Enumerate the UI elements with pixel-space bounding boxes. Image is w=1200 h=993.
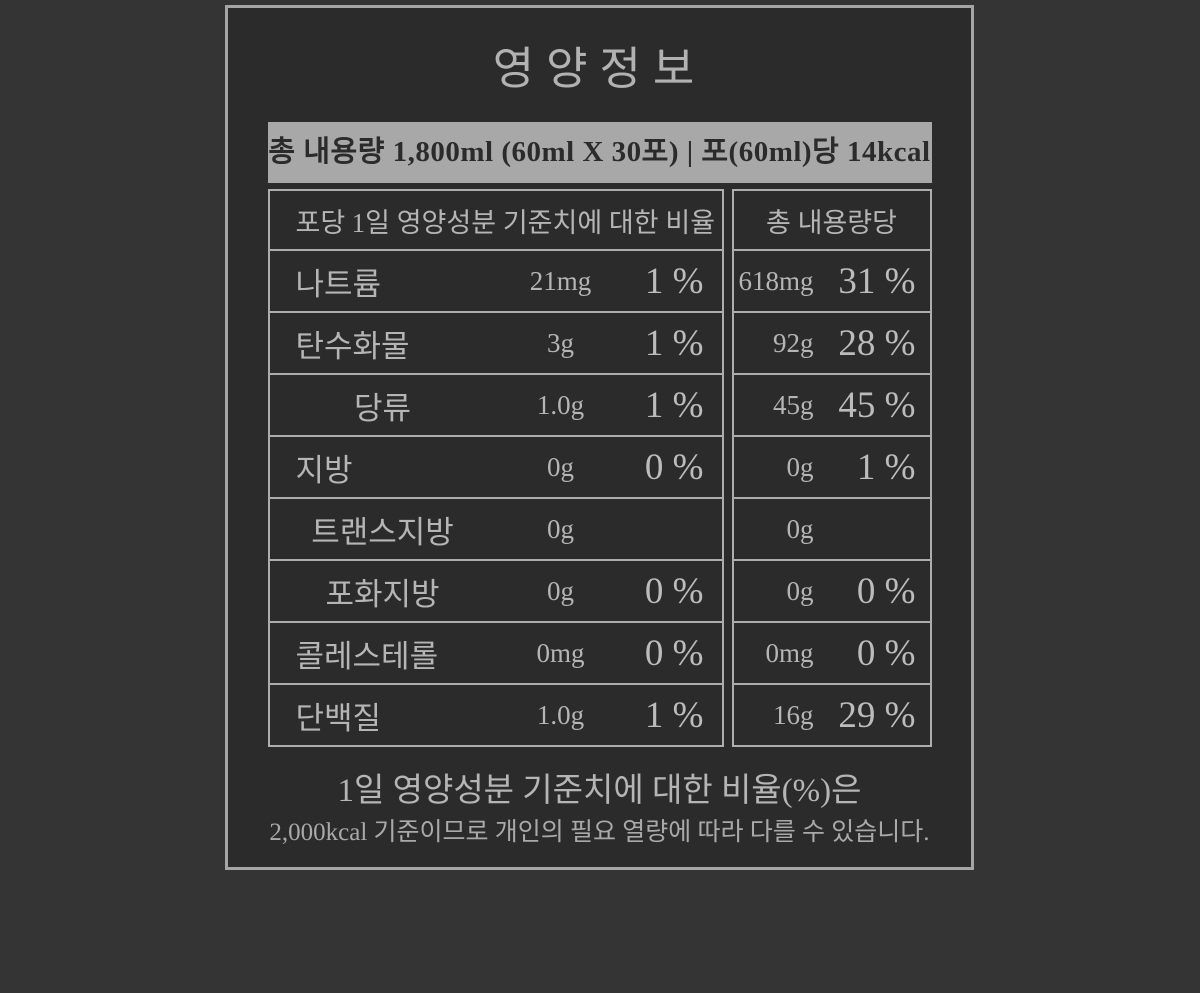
total-contents-bar: 총 내용량 1,800ml (60ml X 30포) | 포(60ml)당 14… <box>267 122 932 183</box>
nutrient-percent: 1 % <box>644 260 704 302</box>
nutrient-total-amount: 0g <box>786 575 814 606</box>
nutrient-total-amount: 0g <box>786 451 814 482</box>
nutrient-amount: 0g <box>547 451 574 482</box>
table-row-carbohydrate: 탄수화물 3g 1 % <box>269 311 722 373</box>
nutrient-label: 단백질 <box>295 700 382 736</box>
table-row-trans-fat-total: 0g <box>733 497 930 559</box>
nutrient-total-amount: 618mg <box>738 265 814 296</box>
per-pack-table: 포당 1일 영양성분 기준치에 대한 비율 나트륨 21mg 1 % 탄수화물 … <box>267 189 724 747</box>
nutrient-percent: 0 % <box>644 570 704 612</box>
per-total-table: 총 내용량당 618mg 31 % 92g 28 % 45g 45 % 0g 1… <box>731 189 932 747</box>
nutrient-total-percent: 1 % <box>856 446 916 488</box>
nutrient-amount: 21mg <box>529 265 592 296</box>
nutrient-label: 나트륨 <box>295 266 382 302</box>
nutrient-amount: 0mg <box>536 637 585 668</box>
nutrient-percent: 1 % <box>644 322 704 364</box>
table-row-protein: 단백질 1.0g 1 % <box>269 683 722 745</box>
footnote-line-1: 1일 영양성분 기준치에 대한 비율(%)은 <box>337 773 862 809</box>
nutrient-amount: 1.0g <box>536 389 585 420</box>
nutrient-label: 지방 <box>295 452 353 488</box>
daily-value-caption: 1일 영양성분 기준치에 대한 비율 <box>351 207 716 238</box>
nutrient-total-amount: 16g <box>773 699 814 730</box>
table-row-sugars-total: 45g 45 % <box>733 373 930 435</box>
nutrient-total-amount: 0g <box>786 513 814 544</box>
nutrient-label: 트랜스지방 <box>311 514 454 550</box>
nutrient-total-percent: 45 % <box>838 384 916 426</box>
page-title: 영양정보 <box>492 44 707 94</box>
nutrient-percent: 1 % <box>644 384 704 426</box>
footnote-line-2: 2,000kcal 기준이므로 개인의 필요 열량에 따라 다를 수 있습니다. <box>269 819 930 846</box>
table-row-sugars: 당류 1.0g 1 % <box>269 373 722 435</box>
per-total-header: 총 내용량당 <box>766 207 897 238</box>
table-row-protein-total: 16g 29 % <box>733 683 930 745</box>
nutrient-total-percent: 0 % <box>856 632 916 674</box>
nutrient-amount: 3g <box>547 327 574 358</box>
nutrient-percent: 0 % <box>644 632 704 674</box>
table-row-saturated-fat-total: 0g 0 % <box>733 559 930 621</box>
table-row-trans-fat: 트랜스지방 0g <box>269 497 722 559</box>
nutrient-label: 포화지방 <box>325 576 440 612</box>
nutrient-total-percent: 0 % <box>856 570 916 612</box>
table-row-fat-total: 0g 1 % <box>733 435 930 497</box>
nutrient-percent: 1 % <box>644 694 704 736</box>
nutrient-total-percent: 29 % <box>838 694 916 736</box>
nutrient-amount: 1.0g <box>536 699 585 730</box>
nutrition-table: 포당 1일 영양성분 기준치에 대한 비율 나트륨 21mg 1 % 탄수화물 … <box>267 189 932 747</box>
table-row-sodium-total: 618mg 31 % <box>733 249 930 311</box>
nutrient-total-amount: 0mg <box>765 637 814 668</box>
nutrition-label-panel: 영양정보 총 내용량 1,800ml (60ml X 30포) | 포(60ml… <box>225 5 974 870</box>
nutrient-amount: 0g <box>547 513 574 544</box>
table-row-cholesterol-total: 0mg 0 % <box>733 621 930 683</box>
nutrient-label: 콜레스테롤 <box>295 638 439 674</box>
nutrient-percent: 0 % <box>644 446 704 488</box>
table-header-row: 포당 1일 영양성분 기준치에 대한 비율 <box>270 191 722 249</box>
table-header-row: 총 내용량당 <box>734 191 930 249</box>
footnote: 1일 영양성분 기준치에 대한 비율(%)은 2,000kcal 기준이므로 개… <box>228 769 971 849</box>
nutrient-total-amount: 45g <box>773 389 814 420</box>
nutrient-total-percent: 28 % <box>838 322 916 364</box>
table-row-carbohydrate-total: 92g 28 % <box>733 311 930 373</box>
nutrient-label: 탄수화물 <box>295 328 410 364</box>
table-row-cholesterol: 콜레스테롤 0mg 0 % <box>269 621 722 683</box>
table-row-fat: 지방 0g 0 % <box>269 435 722 497</box>
per-pack-header: 포당 <box>295 207 346 238</box>
nutrient-total-percent: 31 % <box>838 260 916 302</box>
nutrient-total-amount: 92g <box>773 327 814 358</box>
nutrient-label: 당류 <box>353 390 412 426</box>
table-row-saturated-fat: 포화지방 0g 0 % <box>269 559 722 621</box>
table-row-sodium: 나트륨 21mg 1 % <box>269 249 722 311</box>
nutrient-amount: 0g <box>547 575 574 606</box>
